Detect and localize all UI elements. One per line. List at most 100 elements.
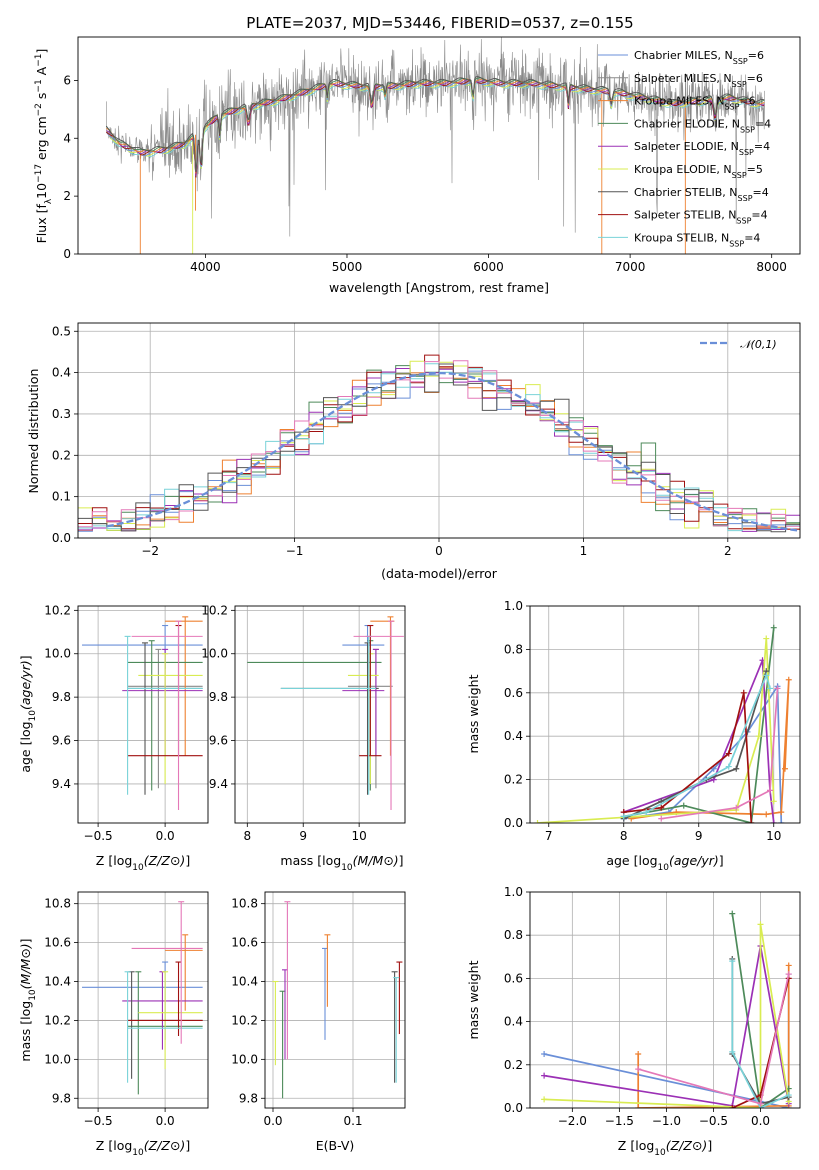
mass_vs_Z-plot-area [82, 901, 203, 1095]
mass-weight-marker [748, 820, 755, 823]
residuals-plot-area [78, 354, 800, 533]
mass-weight-line-3 [623, 627, 775, 823]
legend-text: =4 [751, 209, 767, 222]
mass_vs_Z-panel: −0.5 0.09.810.010.210.410.610.8Z [log10(Z… [18, 891, 209, 1158]
mass-weight-line-0 [623, 683, 783, 823]
mass-weight-marker [778, 809, 785, 816]
label-subscript: 10 [132, 863, 144, 873]
mass-weight-marker [774, 685, 781, 692]
legend-subscript: SSP [738, 193, 753, 202]
legend-text: Salpeter ELODIE, N [634, 140, 739, 153]
x-tick-label: 5000 [332, 260, 363, 274]
mass-weight-marker [725, 763, 732, 770]
x-tick-label: 0.0 [263, 1114, 282, 1128]
label-text: ] [185, 1138, 190, 1153]
y-tick-label: 0.2 [504, 773, 523, 787]
y-tick-label: 0.0 [504, 1101, 523, 1115]
age_vs_Z-plot-area [82, 616, 203, 810]
label-text: mass [ [280, 853, 322, 868]
age_vs_mass-xlabel: mass [log10(M/M⊙)] [280, 853, 403, 873]
x-tick-label: −2 [141, 544, 159, 558]
y-tick-label: 10.2 [201, 603, 228, 617]
mass-weight-line-3 [731, 913, 790, 1108]
label-subscript: 10 [28, 989, 38, 1001]
label-text: (M/M⊙) [353, 853, 399, 868]
y-tick-label: 10.0 [201, 647, 228, 661]
y-tick-label: 0.4 [504, 1015, 523, 1029]
y-tick-label: 0.0 [52, 531, 71, 545]
x-tick-label: 8000 [756, 260, 787, 274]
mass-weight-line-2 [631, 679, 790, 820]
legend-subscript: SSP [733, 57, 748, 66]
mass-weight-marker [729, 1105, 736, 1108]
y-tick-label: 10.8 [231, 897, 258, 911]
label-text: −2 [34, 103, 44, 116]
massweight_vs_Z-panel: −2.0 −1.5 −1.0 −0.5 0.0 0.0 0.2 0.4 0.6 0.8 1.0 Z [… [466, 885, 801, 1158]
mass-weight-marker [635, 1051, 642, 1057]
age_vs_Z-panel: −0.5 0.09.49.69.810.010.2Z [log10(Z/Z⊙)]a… [18, 603, 209, 873]
y-tick-label: 10.2 [44, 1013, 71, 1027]
y-tick-label: 0.2 [52, 448, 71, 462]
mass_vs_Z-frame [77, 891, 209, 1109]
y-tick-label: 10.2 [44, 603, 71, 617]
mass-weight-marker [778, 820, 785, 823]
label-text: ] [399, 853, 404, 868]
legend-entry: Salpeter MILES, NSSP=6 [634, 72, 763, 89]
legend-text: Kroupa ELODIE, N [634, 163, 732, 176]
label-text: λ [44, 198, 54, 204]
y-tick-label: 0.6 [504, 686, 523, 700]
spectrum-frame [77, 36, 801, 255]
legend-subscript: SSP [729, 239, 744, 248]
x-tick-label: 6000 [473, 260, 504, 274]
massweight-age-xlabel: age [log10(age/yr)] [606, 853, 723, 873]
legend-text: Salpeter STELIB, N [634, 209, 736, 222]
mass_vs_Z-xlabel: Z [log10(Z/Z⊙)] [96, 1138, 190, 1158]
label-subscript: 10 [654, 1148, 666, 1158]
mass-weight-marker [740, 689, 747, 696]
y-tick-label: 10.4 [231, 975, 258, 989]
legend-text: =4 [744, 231, 760, 244]
mass-weight-marker [767, 787, 773, 794]
legend-text: =4 [754, 140, 770, 153]
y-tick-label: 0.3 [52, 407, 71, 421]
label-text: ] [719, 853, 724, 868]
label-text: Z [ [96, 853, 113, 868]
mass-weight-line-9 [661, 688, 779, 820]
x-tick-label: −0.5 [84, 1114, 113, 1128]
age_vs_Z-xlabel: Z [log10(Z/Z⊙)] [96, 853, 190, 873]
x-tick-label: 7 [545, 829, 553, 843]
mass-weight-marker [770, 820, 777, 823]
label-text: ] [18, 655, 33, 660]
x-tick-label: −1.0 [652, 1114, 681, 1128]
legend-entry: Chabrier STELIB, NSSP=4 [634, 186, 769, 203]
y-tick-label: 9.6 [52, 734, 71, 748]
label-text: −1 [34, 79, 44, 92]
age_vs_mass-frame [234, 605, 406, 824]
y-tick-label: 10.4 [44, 975, 71, 989]
y-tick-label: 9.4 [52, 777, 71, 791]
legend-entry: Chabrier ELODIE, NSSP=4 [634, 117, 771, 133]
mass-weight-marker [782, 765, 788, 772]
mass-weight-marker [757, 921, 764, 928]
residuals-ylabel: Normed distribution [26, 369, 41, 494]
x-tick-label: −1 [286, 544, 304, 558]
y-tick-label: 9.8 [209, 690, 228, 704]
label-text: Z [ [618, 1138, 635, 1153]
legend-text: =4 [753, 186, 769, 199]
mass_vs_EBV-frame [264, 891, 406, 1109]
label-text: log [635, 1138, 654, 1153]
legend-entry-normal: 𝒩(0,1) [740, 338, 777, 351]
mass-weight-marker [770, 624, 777, 631]
mass-weight-marker [785, 962, 792, 969]
y-tick-label: 10.6 [231, 936, 258, 950]
mass-weight-line-5 [537, 638, 775, 823]
label-text: 10 [34, 183, 49, 199]
legend-entry: Chabrier MILES, NSSP=6 [634, 49, 764, 66]
legend-text: Kroupa MILES, N [634, 95, 724, 108]
legend-entry: Kroupa ELODIE, NSSP=5 [634, 163, 763, 180]
label-text: A [34, 66, 49, 79]
age_vs_Z-frame [77, 605, 209, 824]
mass_vs_Z-ylabel: mass [log10(M/M⊙)] [18, 938, 38, 1061]
legend-text: Chabrier ELODIE, N [634, 117, 740, 130]
